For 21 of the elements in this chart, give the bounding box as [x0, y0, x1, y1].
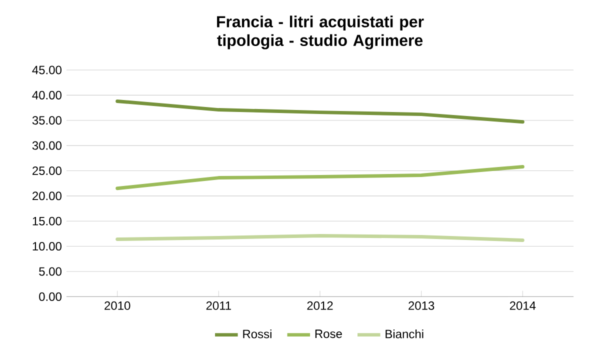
x-tick-label: 2013 [408, 301, 434, 310]
x-tick-label: 2010 [104, 301, 130, 310]
x-tick-label: 2014 [510, 301, 536, 310]
line-series [116, 164, 524, 190]
x-tick-label: 2012 [307, 301, 333, 310]
legend-label: Rose [315, 330, 342, 338]
line-series [116, 99, 524, 124]
legend-label: Rossi [243, 329, 272, 338]
y-tick-label: 0.00 [39, 292, 62, 301]
y-tick-label: 10.00 [32, 242, 62, 251]
y-tick-label: 5.00 [39, 267, 62, 276]
y-tick-label: 15.00 [32, 216, 62, 226]
y-tick-label: 20.00 [32, 192, 62, 200]
y-tick-label: 40.00 [32, 90, 62, 100]
x-tick-label: 2011 [206, 301, 231, 310]
chart-title: Francia - litri acquistati per tipologia - studio Agrimere [217, 16, 424, 50]
legend-label: Bianchi [386, 329, 424, 338]
y-tick-label: 35.00 [32, 116, 62, 125]
y-tick-label: 25.00 [32, 166, 62, 175]
y-tick-label: 30.00 [32, 141, 62, 150]
y-tick-label: 45.00 [32, 66, 62, 74]
